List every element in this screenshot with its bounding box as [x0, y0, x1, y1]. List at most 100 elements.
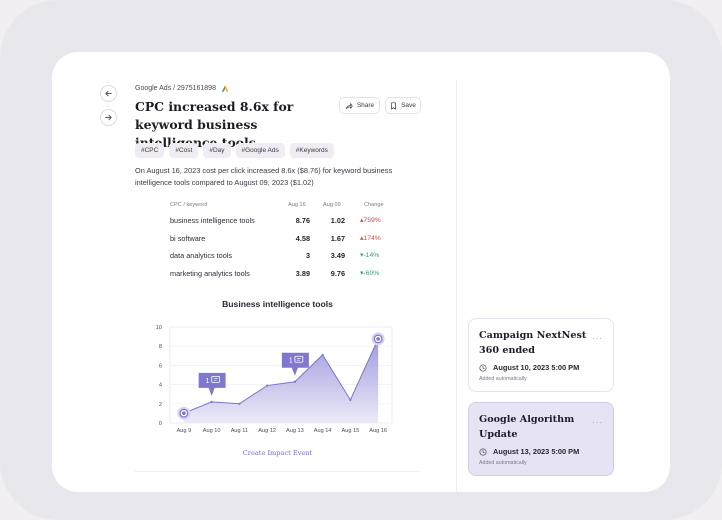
series-area — [183, 338, 379, 423]
table-header-keyword: CPC / keyword — [170, 202, 208, 208]
data-point-center — [182, 411, 186, 416]
annotation-count: 1 — [289, 358, 293, 365]
x-tick-label: Aug 9 — [177, 428, 192, 434]
x-tick-label: Aug 15 — [342, 428, 360, 434]
data-point — [321, 353, 324, 356]
table-header-change: Change — [364, 202, 384, 208]
comment-icon-lines — [213, 378, 218, 381]
page-title: CPC increased 8.6x for keyword business … — [135, 99, 294, 150]
clock-icon — [479, 363, 487, 372]
table-row: business intelligence tools 8.76 1.02 ▴7… — [170, 216, 390, 228]
data-point — [210, 400, 213, 403]
row-aug16: 8.76 — [295, 216, 310, 225]
tag-google-ads[interactable]: #Google Ads — [235, 143, 285, 158]
more-options-icon[interactable]: ··· — [592, 418, 603, 427]
annotation-badge — [281, 352, 309, 376]
impact-event-card[interactable]: Campaign NextNest 360 ended ··· August 1… — [468, 318, 614, 392]
breadcrumb-text[interactable]: Google Ads / 2975161898 — [135, 85, 216, 92]
data-point — [266, 384, 269, 387]
x-tick-label: Aug 14 — [314, 428, 332, 434]
tag-cpc[interactable]: #CPC — [135, 143, 165, 158]
tag-keywords[interactable]: #Keywords — [289, 143, 334, 158]
row-keyword: business intelligence tools — [170, 216, 255, 225]
table-row: bi software 4.58 1.67 ▴174% — [170, 234, 390, 246]
x-tick-label: Aug 11 — [231, 428, 248, 434]
comment-icon — [294, 355, 304, 363]
share-label: Share — [356, 102, 375, 109]
y-tick-label: 6 — [159, 363, 162, 369]
arrow-right-icon — [105, 114, 112, 121]
impact-event-card[interactable]: Google Algorithm Update ··· August 13, 2… — [468, 402, 614, 476]
table-header-aug09: Aug 09 — [323, 202, 341, 208]
row-aug16: 3 — [305, 251, 310, 260]
data-point — [349, 398, 352, 402]
row-change: ▾-60% — [360, 270, 380, 277]
create-impact-event-link[interactable]: Create Impact Event — [242, 449, 313, 457]
annotation-count: 1 — [206, 378, 210, 385]
row-keyword: data analytics tools — [170, 251, 233, 260]
event-title: Google Algorithm Update — [479, 414, 575, 440]
row-aug09: 3.49 — [330, 251, 345, 260]
sidebar-divider — [456, 80, 457, 492]
tag-list: #CPC #Cost #Day #Google Ads #Keywords — [135, 143, 334, 158]
y-tick-label: 0 — [159, 421, 162, 427]
event-date-row: August 13, 2023 5:00 PM — [479, 447, 603, 456]
triangle-down-icon: ▾ — [360, 252, 364, 259]
event-note: Added automatically — [479, 376, 527, 382]
comment-icon — [211, 375, 221, 383]
table-row: data analytics tools 3 3.49 ▾-14% — [170, 251, 390, 263]
divider — [135, 471, 420, 472]
share-button[interactable]: Share — [339, 97, 380, 114]
series-line — [183, 338, 379, 414]
cpc-area-chart: 0 2 4 6 8 10 Aug 9 Aug 10 Aug 11 Aug 12 Aug 13 Aug … — [156, 325, 393, 434]
chart-title: Business intelligence tools — [222, 299, 333, 309]
event-date-row: August 10, 2023 5:00 PM — [479, 363, 603, 372]
back-button[interactable] — [100, 85, 117, 102]
x-tick-label: Aug 13 — [286, 428, 304, 434]
event-date: August 10, 2023 5:00 PM — [493, 363, 580, 372]
triangle-up-icon: ▴ — [360, 235, 364, 242]
arrow-left-icon — [105, 90, 112, 97]
y-tick-label: 4 — [159, 383, 162, 389]
google-ads-icon — [221, 85, 228, 92]
row-keyword: marketing analytics tools — [170, 269, 250, 278]
row-aug16: 3.89 — [295, 269, 310, 278]
triangle-down-icon: ▾ — [360, 270, 364, 277]
row-aug09: 1.67 — [330, 234, 345, 243]
table-row: marketing analytics tools 3.89 9.76 ▾-60… — [170, 269, 390, 281]
row-change: ▾-14% — [360, 252, 380, 259]
bookmark-icon — [391, 101, 396, 110]
y-tick-label: 10 — [156, 325, 162, 331]
row-keyword: bi software — [170, 234, 206, 243]
x-tick-label: Aug 16 — [369, 428, 387, 434]
tag-day[interactable]: #Day — [203, 143, 231, 158]
triangle-up-icon: ▴ — [360, 217, 364, 224]
table-header-aug16: Aug 16 — [288, 202, 306, 208]
forward-button[interactable] — [100, 109, 117, 126]
event-note: Added automatically — [479, 460, 527, 466]
row-change: ▴174% — [360, 235, 381, 242]
row-aug09: 9.76 — [330, 269, 345, 278]
row-change: ▴759% — [360, 217, 381, 224]
tag-cost[interactable]: #Cost — [169, 143, 199, 158]
data-point — [293, 380, 296, 383]
x-tick-label: Aug 10 — [203, 428, 221, 434]
data-point-center — [376, 337, 380, 341]
row-aug09: 1.02 — [330, 216, 345, 225]
clock-icon — [479, 447, 487, 456]
comment-icon-lines — [296, 358, 301, 361]
save-label: Save — [401, 102, 416, 109]
y-tick-label: 2 — [159, 402, 162, 408]
y-tick-label: 8 — [159, 344, 162, 350]
annotation-badge — [198, 372, 226, 396]
main-window: Google Ads / 2975161898 CPC increased 8.… — [52, 52, 670, 492]
more-options-icon[interactable]: ··· — [592, 334, 603, 343]
breadcrumb: Google Ads / 2975161898 — [135, 85, 228, 92]
save-button[interactable]: Save — [385, 97, 421, 114]
data-point — [238, 402, 241, 405]
x-tick-label: Aug 12 — [258, 428, 276, 434]
insight-description: On August 16, 2023 cost per click increa… — [135, 166, 393, 187]
share-icon — [345, 102, 353, 109]
row-aug16: 4.58 — [295, 234, 310, 243]
event-title: Campaign NextNest 360 ended — [479, 330, 587, 356]
